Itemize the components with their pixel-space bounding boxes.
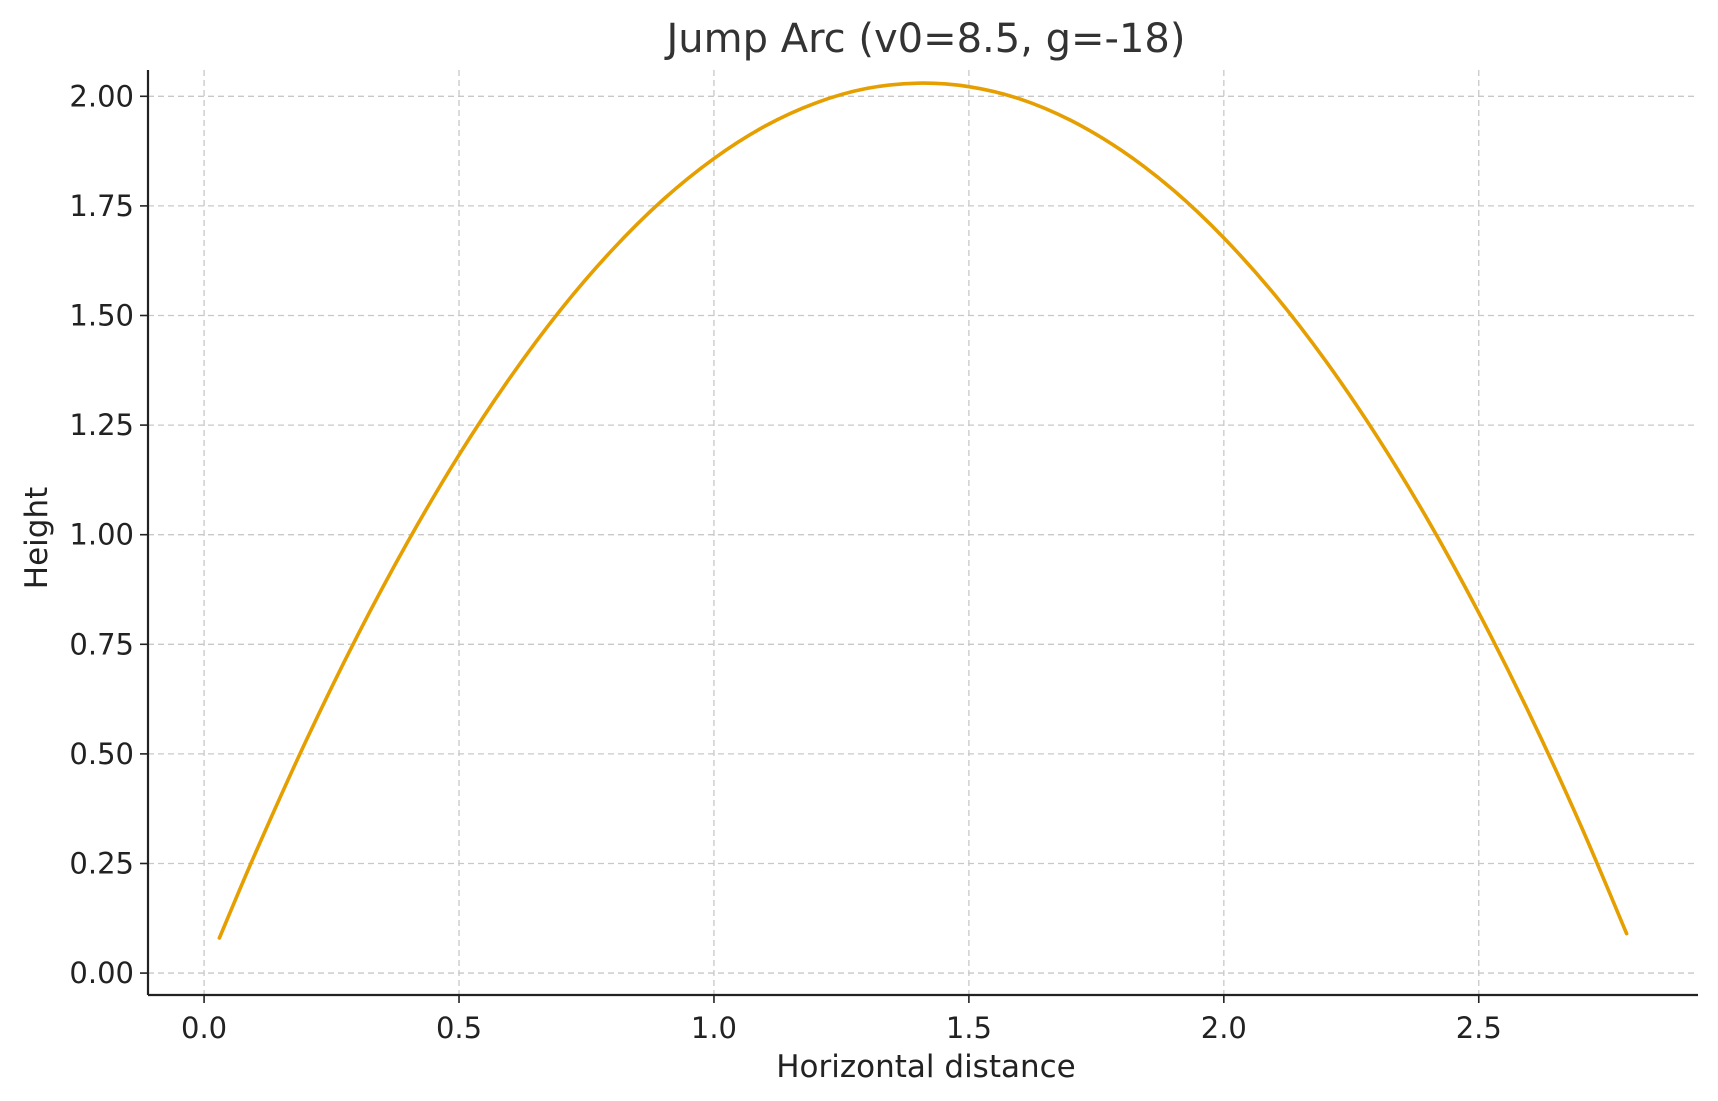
y-tick-label: 1.00: [69, 518, 134, 552]
series-line: [217, 81, 1629, 940]
x-tick-label: 2.5: [1456, 1011, 1502, 1045]
y-tick-label: 1.25: [69, 408, 134, 442]
y-tick-label: 2.00: [69, 79, 134, 113]
x-tick-label: 1.5: [946, 1011, 992, 1045]
y-tick-label: 0.75: [69, 627, 134, 661]
y-ticks: 0.00 0.25 0.50 0.75 1.00 1.25 1.50 1.75 2.00: [69, 79, 148, 990]
series-group: [217, 81, 1629, 940]
chart-title: Jump Arc (v0=8.5, g=-18): [664, 16, 1186, 62]
y-tick-label: 1.50: [69, 298, 134, 332]
y-tick-label: 1.75: [69, 189, 134, 223]
y-tick-label: 0.50: [69, 737, 134, 771]
y-axis-label: Height: [19, 487, 55, 589]
x-axis-label: Horizontal distance: [776, 1049, 1076, 1085]
x-tick-label: 0.0: [181, 1011, 227, 1045]
x-tick-label: 1.0: [691, 1011, 737, 1045]
y-tick-label: 0.00: [69, 956, 134, 990]
x-tick-label: 0.5: [436, 1011, 482, 1045]
x-ticks: 0.0 0.5 1.0 1.5 2.0 2.5: [181, 995, 1502, 1045]
y-tick-label: 0.25: [69, 846, 134, 880]
grid: [148, 70, 1698, 995]
x-tick-label: 2.0: [1201, 1011, 1247, 1045]
